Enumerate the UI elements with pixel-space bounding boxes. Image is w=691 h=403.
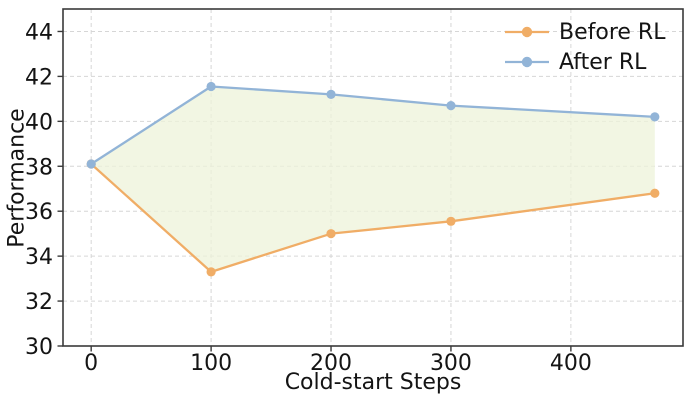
data-point-after-rl [650, 112, 660, 122]
legend-item-before-rl: Before RL [505, 17, 665, 47]
data-point-after-rl [326, 89, 336, 99]
legend-label-after-rl: After RL [559, 49, 647, 75]
x-axis-label: Cold-start Steps [284, 370, 462, 395]
x-tick-label: 300 [430, 351, 472, 376]
legend-marker-before-rl-icon [505, 26, 549, 38]
y-tick-label: 30 [25, 335, 53, 360]
data-point-before-rl [326, 229, 336, 239]
legend-marker-after-rl-icon [505, 56, 549, 68]
x-tick-label: 0 [84, 351, 98, 376]
y-tick-label: 40 [25, 110, 53, 135]
y-tick-label: 36 [25, 200, 53, 225]
data-point-after-rl [446, 101, 456, 111]
x-tick-label: 400 [550, 351, 592, 376]
x-tick-label: 100 [190, 351, 232, 376]
y-tick-label: 32 [25, 290, 53, 315]
axes-box [62, 8, 684, 347]
y-tick-label: 34 [25, 245, 53, 270]
y-tick-label: 42 [25, 65, 53, 90]
fill-between-region [91, 86, 655, 272]
data-point-before-rl [650, 188, 660, 198]
y-tick-label: 44 [25, 20, 53, 45]
x-tick-label: 200 [310, 351, 352, 376]
legend-label-before-rl: Before RL [559, 19, 666, 45]
y-axis-label: Performance [4, 108, 30, 248]
data-point-before-rl [206, 267, 216, 277]
y-tick-label: 38 [25, 155, 53, 180]
legend-item-after-rl: After RL [505, 47, 665, 77]
data-point-before-rl [446, 216, 456, 226]
legend: Before RL After RL [505, 17, 665, 77]
data-point-after-rl [86, 159, 96, 169]
data-point-after-rl [206, 81, 216, 92]
